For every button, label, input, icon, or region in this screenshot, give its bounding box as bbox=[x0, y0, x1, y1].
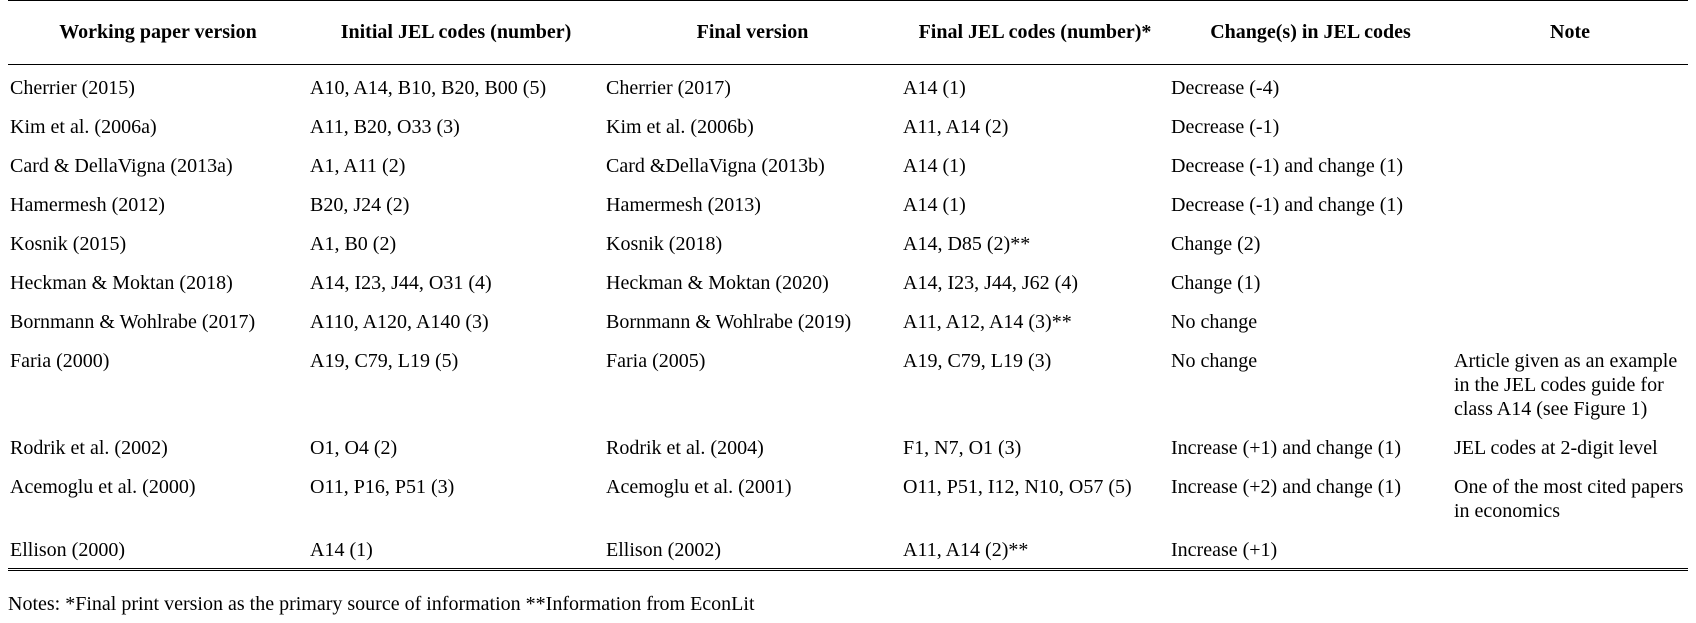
table-row: Bornmann & Wohlrabe (2017) A110, A120, A… bbox=[8, 301, 1688, 340]
cell-change: Decrease (-4) bbox=[1171, 77, 1280, 99]
cell-initial-jel: A1, B0 (2) bbox=[310, 233, 397, 255]
table-row: Ellison (2000) A14 (1) Ellison (2002) A1… bbox=[8, 529, 1688, 570]
cell-final-version: Rodrik et al. (2004) bbox=[606, 437, 764, 459]
cell-final-jel: A14, D85 (2)** bbox=[903, 233, 1031, 255]
header-note: Note bbox=[1550, 21, 1590, 43]
cell-initial-jel: A1, A11 (2) bbox=[310, 155, 406, 177]
cell-working-paper: Acemoglu et al. (2000) bbox=[10, 476, 196, 498]
table-notes: Notes: *Final print version as the prima… bbox=[8, 593, 755, 615]
cell-initial-jel: A110, A120, A140 (3) bbox=[310, 311, 489, 333]
cell-final-jel: A11, A14 (2)** bbox=[903, 539, 1029, 561]
cell-final-jel: A14 (1) bbox=[903, 155, 966, 177]
cell-initial-jel: A19, C79, L19 (5) bbox=[310, 350, 459, 372]
cell-final-jel: A19, C79, L19 (3) bbox=[903, 350, 1052, 372]
table-row: Kosnik (2015) A1, B0 (2) Kosnik (2018) A… bbox=[8, 223, 1688, 262]
jel-codes-table: Working paper version Initial JEL codes … bbox=[8, 0, 1688, 571]
cell-final-jel: A11, A12, A14 (3)** bbox=[903, 311, 1072, 333]
cell-final-version: Heckman & Moktan (2020) bbox=[606, 272, 829, 294]
cell-working-paper: Kim et al. (2006a) bbox=[10, 116, 157, 138]
table-row: Acemoglu et al. (2000) O11, P16, P51 (3)… bbox=[8, 466, 1688, 529]
cell-working-paper: Bornmann & Wohlrabe (2017) bbox=[10, 311, 256, 333]
cell-final-version: Hamermesh (2013) bbox=[606, 194, 761, 216]
cell-final-version: Ellison (2002) bbox=[606, 539, 721, 561]
cell-working-paper: Ellison (2000) bbox=[10, 539, 125, 561]
cell-note: JEL codes at 2-digit level bbox=[1454, 437, 1658, 459]
table-header: Working paper version Initial JEL codes … bbox=[8, 0, 1688, 65]
cell-final-jel: A14 (1) bbox=[903, 194, 966, 216]
cell-final-version: Acemoglu et al. (2001) bbox=[606, 476, 792, 498]
header-initial-jel-codes: Initial JEL codes (number) bbox=[340, 21, 572, 43]
cell-final-jel: A14, I23, J44, J62 (4) bbox=[903, 272, 1078, 294]
cell-initial-jel: A11, B20, O33 (3) bbox=[310, 116, 460, 138]
table-row: Faria (2000) A19, C79, L19 (5) Faria (20… bbox=[8, 340, 1688, 427]
cell-working-paper: Heckman & Moktan (2018) bbox=[10, 272, 233, 294]
cell-final-version: Kosnik (2018) bbox=[606, 233, 723, 255]
cell-change: Increase (+1) bbox=[1171, 539, 1278, 561]
cell-final-version: Cherrier (2017) bbox=[606, 77, 731, 99]
cell-change: Decrease (-1) and change (1) bbox=[1171, 155, 1404, 177]
cell-change: Decrease (-1) and change (1) bbox=[1171, 194, 1404, 216]
cell-final-jel: F1, N7, O1 (3) bbox=[903, 437, 1022, 459]
cell-working-paper: Rodrik et al. (2002) bbox=[10, 437, 168, 459]
table-row: Rodrik et al. (2002) O1, O4 (2) Rodrik e… bbox=[8, 427, 1688, 466]
cell-note bbox=[1452, 529, 1688, 570]
cell-initial-jel: A14 (1) bbox=[310, 539, 373, 561]
header-final-version: Final version bbox=[696, 21, 809, 43]
cell-note bbox=[1452, 65, 1688, 107]
cell-note bbox=[1452, 106, 1688, 145]
header-final-jel-codes: Final JEL codes (number)* bbox=[918, 21, 1152, 43]
cell-change: No change bbox=[1171, 350, 1258, 372]
table-row: Kim et al. (2006a) A11, B20, O33 (3) Kim… bbox=[8, 106, 1688, 145]
cell-note bbox=[1452, 262, 1688, 301]
table-row: Hamermesh (2012) B20, J24 (2) Hamermesh … bbox=[8, 184, 1688, 223]
cell-final-version: Kim et al. (2006b) bbox=[606, 116, 754, 138]
cell-note: One of the most cited papers in economic… bbox=[1454, 476, 1684, 522]
cell-final-jel: O11, P51, I12, N10, O57 (5) bbox=[903, 476, 1132, 498]
cell-change: Change (2) bbox=[1171, 233, 1261, 255]
header-working-paper-version: Working paper version bbox=[59, 21, 257, 43]
cell-note bbox=[1452, 184, 1688, 223]
cell-working-paper: Kosnik (2015) bbox=[10, 233, 127, 255]
table-row: Card & DellaVigna (2013a) A1, A11 (2) Ca… bbox=[8, 145, 1688, 184]
cell-note bbox=[1452, 145, 1688, 184]
cell-initial-jel: A14, I23, J44, O31 (4) bbox=[310, 272, 492, 294]
cell-change: Increase (+2) and change (1) bbox=[1171, 476, 1402, 498]
cell-final-version: Card &DellaVigna (2013b) bbox=[606, 155, 825, 177]
table-body: Cherrier (2015) A10, A14, B10, B20, B00 … bbox=[8, 65, 1688, 570]
cell-note bbox=[1452, 301, 1688, 340]
cell-change: Increase (+1) and change (1) bbox=[1171, 437, 1402, 459]
table-row: Heckman & Moktan (2018) A14, I23, J44, O… bbox=[8, 262, 1688, 301]
header-changes-in-jel-codes: Change(s) in JEL codes bbox=[1210, 21, 1411, 43]
cell-working-paper: Cherrier (2015) bbox=[10, 77, 135, 99]
cell-final-version: Bornmann & Wohlrabe (2019) bbox=[606, 311, 852, 333]
cell-initial-jel: O1, O4 (2) bbox=[310, 437, 398, 459]
header-row: Working paper version Initial JEL codes … bbox=[8, 0, 1688, 65]
cell-working-paper: Faria (2000) bbox=[10, 350, 110, 372]
cell-change: Decrease (-1) bbox=[1171, 116, 1280, 138]
cell-initial-jel: O11, P16, P51 (3) bbox=[310, 476, 455, 498]
cell-final-jel: A14 (1) bbox=[903, 77, 966, 99]
cell-working-paper: Hamermesh (2012) bbox=[10, 194, 165, 216]
cell-note: Article given as an example in the JEL c… bbox=[1454, 350, 1678, 420]
cell-note bbox=[1452, 223, 1688, 262]
jel-codes-table-wrapper: Working paper version Initial JEL codes … bbox=[8, 0, 1688, 571]
cell-initial-jel: A10, A14, B10, B20, B00 (5) bbox=[310, 77, 547, 99]
cell-change: No change bbox=[1171, 311, 1258, 333]
cell-initial-jel: B20, J24 (2) bbox=[310, 194, 410, 216]
table-row: Cherrier (2015) A10, A14, B10, B20, B00 … bbox=[8, 65, 1688, 107]
cell-final-jel: A11, A14 (2) bbox=[903, 116, 1009, 138]
cell-change: Change (1) bbox=[1171, 272, 1261, 294]
cell-final-version: Faria (2005) bbox=[606, 350, 706, 372]
cell-working-paper: Card & DellaVigna (2013a) bbox=[10, 155, 233, 177]
